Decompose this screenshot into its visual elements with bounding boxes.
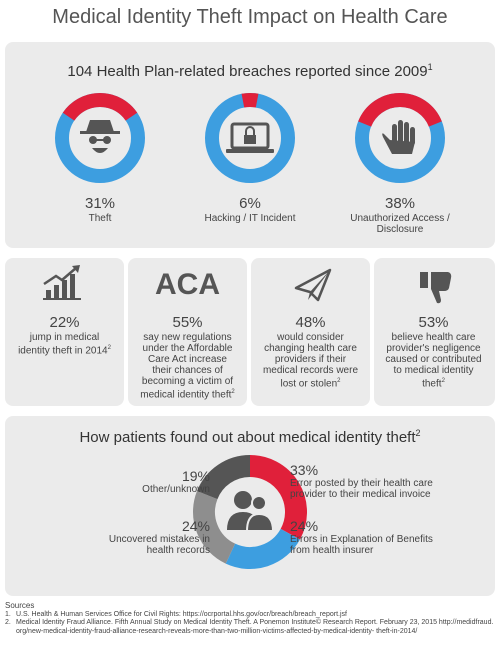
donut-segment <box>197 455 251 500</box>
donut-value: 38% <box>384 195 416 212</box>
donut-segment <box>225 528 300 569</box>
donut-value: 6% <box>239 195 261 212</box>
donut-segment <box>193 491 236 564</box>
stat-description: would consider changing health care prov… <box>262 332 359 390</box>
breach-heading: 104 Health Plan-related breaches reporte… <box>5 62 495 80</box>
donut-caption: Theft <box>88 213 112 224</box>
plane-icon <box>294 268 332 302</box>
stat-value: 22% <box>49 314 80 331</box>
thumbs-down-icon <box>420 272 452 304</box>
footnote: 2 <box>337 378 341 384</box>
spy-icon <box>80 120 120 153</box>
trend-icon <box>43 265 81 300</box>
stat-value: 48% <box>295 314 326 331</box>
donut-segment <box>241 93 259 108</box>
footnote: 1 <box>427 62 433 72</box>
discovery-heading: How patients found out about medical ide… <box>5 428 495 446</box>
stat-description: believe health care provider's negligenc… <box>385 332 482 390</box>
segment-text: Uncovered mistakes in health records <box>108 534 210 556</box>
stat-value: 55% <box>172 314 203 331</box>
stat-box <box>128 258 247 406</box>
footnote: 2 <box>107 345 111 351</box>
stat-text: believe health care provider's negligenc… <box>384 332 483 389</box>
hand-icon <box>382 120 415 154</box>
source-text: Medical Identity Fraud Alliance. Fifth A… <box>16 619 494 635</box>
stat-box <box>251 258 370 406</box>
segment-text: Errors in Explanation of Benefits from h… <box>290 534 433 556</box>
donut-segment <box>62 93 138 121</box>
source-text: U.S. Health & Human Services Office for … <box>16 611 347 618</box>
donut-caption: Hacking / IT Incident <box>204 213 296 224</box>
donut-segment <box>249 455 307 540</box>
stat-text: jump in medical identity theft in 20142 <box>15 332 114 356</box>
people-icon <box>227 491 275 532</box>
footnote: 2 <box>231 389 235 395</box>
sources-heading: Sources <box>5 601 35 610</box>
segment-value: 19% <box>181 468 210 484</box>
stat-text: say new regulations under the Affordable… <box>138 332 237 400</box>
icons <box>43 120 452 532</box>
segment-value: 33% <box>290 462 319 478</box>
stat-value: 53% <box>418 314 449 331</box>
donut-caption: Unauthorized Access / Disclosure <box>350 213 450 235</box>
donut-value: 31% <box>84 195 116 212</box>
stat-description: say new regulations under the Affordable… <box>140 332 234 401</box>
footnote: 2 <box>441 378 445 384</box>
source-number: 1. <box>5 611 11 618</box>
source-number: 2. <box>5 619 11 626</box>
segment-text: Error posted by their health care provid… <box>290 478 433 500</box>
stat-text: would consider changing health care prov… <box>261 332 360 389</box>
segment-text: Other/unknown <box>142 484 210 495</box>
donut-segment <box>358 93 442 127</box>
segment-value: 24% <box>290 518 319 534</box>
segment-value: 24% <box>181 518 210 534</box>
title: Medical Identity Theft Impact on Health … <box>52 6 448 28</box>
aca-icon: ACA <box>155 268 220 301</box>
laptop-icon <box>226 122 274 153</box>
heading-text: How patients found out about medical ide… <box>79 429 416 446</box>
stat-description: jump in medical identity theft in 2014 <box>18 332 108 357</box>
heading-text: 104 Health Plan-related breaches reporte… <box>67 63 428 80</box>
footnote: 2 <box>415 428 421 438</box>
